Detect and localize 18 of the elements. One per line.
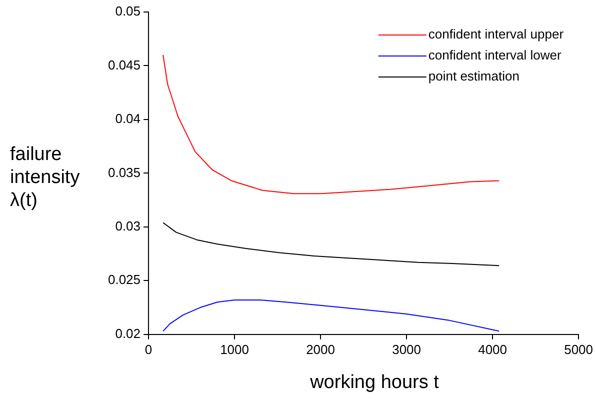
y-tick-label: 0.035 — [108, 164, 141, 180]
x-tick-label: 4000 — [478, 342, 507, 357]
y-axis-title: failure intensity λ(t) — [10, 143, 81, 212]
y-tick-label: 0.04 — [115, 111, 141, 126]
x-tick-label: 1000 — [220, 342, 249, 357]
legend-label: confident interval upper — [428, 26, 564, 42]
y-tick-label: 0.02 — [115, 326, 141, 341]
x-axis-title: working hours t — [309, 372, 440, 394]
y-tick-label: 0.05 — [115, 4, 141, 19]
x-tick-label: 3000 — [392, 342, 421, 357]
x-tick-label: 0 — [144, 342, 152, 357]
y-tick-label: 0.025 — [108, 272, 141, 288]
x-tick-label: 5000 — [564, 342, 593, 357]
legend-label: confident interval lower — [428, 48, 562, 63]
x-tick-label: 2000 — [306, 342, 335, 357]
y-tick-label: 0.03 — [115, 218, 141, 234]
legend-label: point estimation — [428, 68, 520, 84]
y-tick-label: 0.045 — [108, 57, 141, 72]
